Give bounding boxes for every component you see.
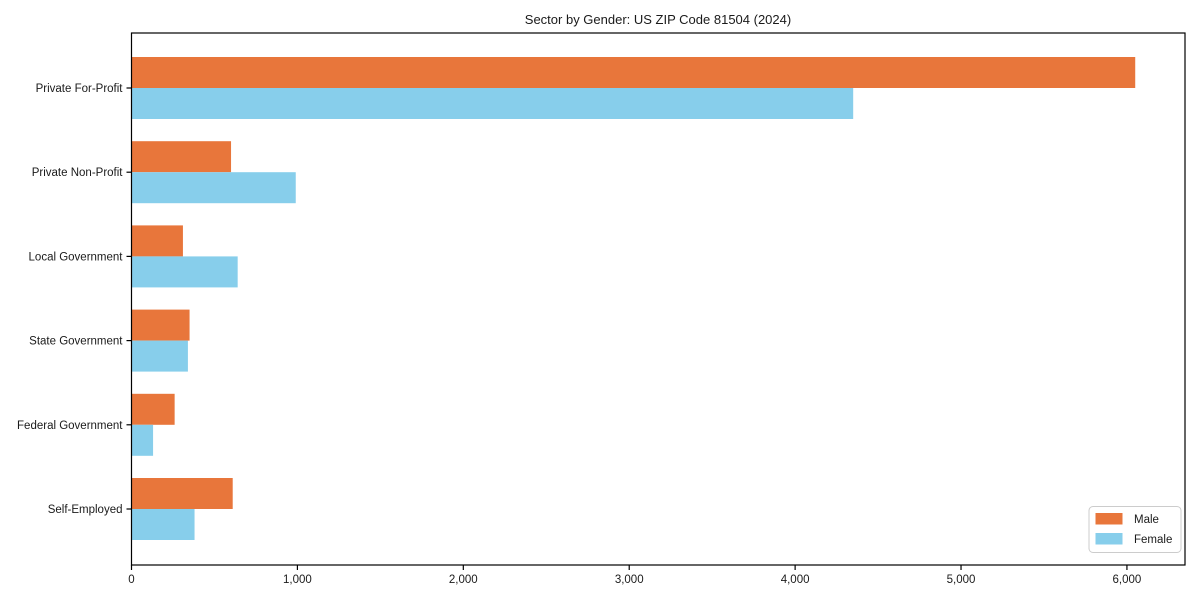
bar-male-self-employed bbox=[131, 478, 233, 509]
legend: Male Female bbox=[1088, 506, 1182, 553]
bar-male-state-government bbox=[131, 309, 190, 341]
bar-male-private-non-profit bbox=[131, 141, 232, 173]
bars-layer bbox=[131, 57, 1136, 540]
x-tick-label: 5,000 bbox=[947, 574, 976, 586]
chart-title: Sector by Gender: US ZIP Code 81504 (202… bbox=[525, 12, 791, 27]
bar-female-private-for-profit bbox=[131, 88, 854, 119]
legend-swatch-female bbox=[1095, 533, 1123, 545]
y-tick-label-private-non-profit: Private Non-Profit bbox=[32, 167, 124, 179]
y-tick-label-state-government: State Government bbox=[29, 336, 123, 348]
y-tick-label-local-government: Local Government bbox=[29, 251, 124, 263]
bar-female-state-government bbox=[131, 340, 188, 372]
y-tick-label-private-for-profit: Private For-Profit bbox=[36, 83, 124, 95]
legend-label-female: Female bbox=[1134, 534, 1172, 546]
legend-swatch-male bbox=[1095, 513, 1123, 525]
bar-female-federal-government bbox=[131, 424, 154, 456]
y-tick-label-self-employed: Self-Employed bbox=[48, 504, 123, 516]
x-tick-label: 6,000 bbox=[1113, 574, 1142, 586]
x-axis: 0 1,000 2,000 3,000 4,000 5,000 6,000 bbox=[128, 565, 1141, 586]
x-tick-label: 2,000 bbox=[449, 574, 478, 586]
x-tick-label: 3,000 bbox=[615, 574, 644, 586]
legend-label-male: Male bbox=[1134, 514, 1159, 526]
x-tick-label: 0 bbox=[128, 574, 134, 586]
bar-male-private-for-profit bbox=[131, 57, 1136, 88]
x-tick-label: 1,000 bbox=[283, 574, 312, 586]
plot-border bbox=[130, 32, 1186, 566]
bar-female-self-employed bbox=[131, 509, 195, 540]
x-tick-label: 4,000 bbox=[781, 574, 810, 586]
bar-female-private-non-profit bbox=[131, 172, 296, 204]
bar-female-local-government bbox=[131, 256, 238, 288]
y-tick-label-federal-government: Federal Government bbox=[17, 420, 123, 432]
y-axis: Private For-Profit Private Non-Profit Loca… bbox=[17, 83, 132, 516]
bar-male-local-government bbox=[131, 225, 183, 257]
bar-male-federal-government bbox=[131, 393, 175, 425]
